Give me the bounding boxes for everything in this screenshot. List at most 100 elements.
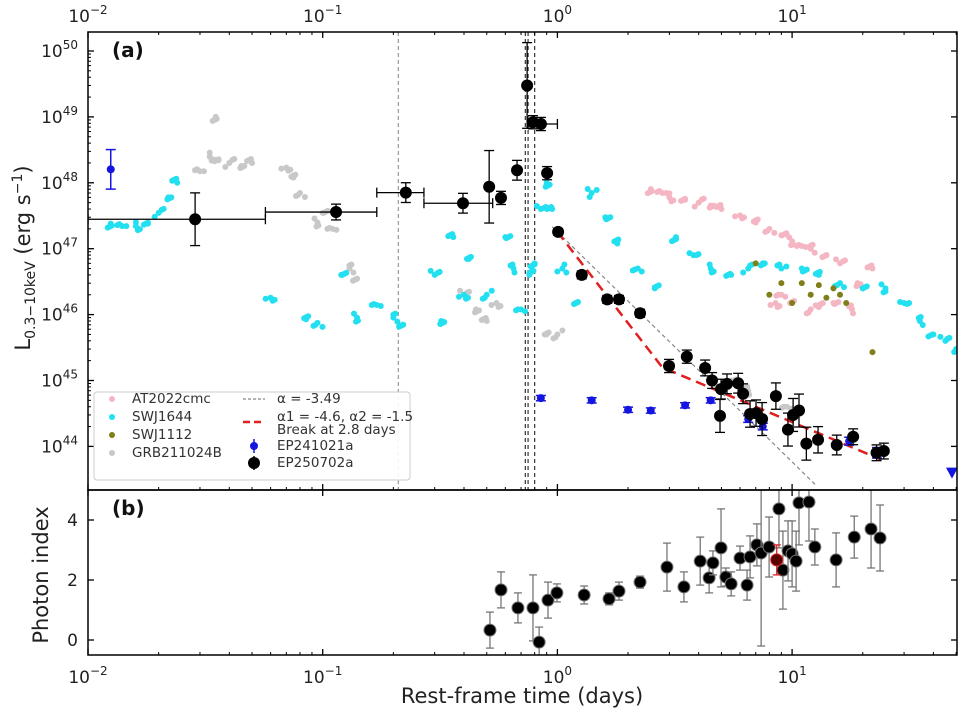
data-point <box>737 387 750 400</box>
y-tick-label: 4 <box>67 511 78 531</box>
y-tick-base: 10 <box>41 306 63 326</box>
data-point <box>292 171 299 178</box>
data-point <box>624 405 633 414</box>
data-point <box>483 180 496 193</box>
data-point <box>740 578 754 592</box>
data-point <box>771 229 778 236</box>
data-point <box>271 296 278 303</box>
data-point <box>586 194 593 201</box>
data-point <box>511 601 525 615</box>
data-point <box>574 298 581 305</box>
data-point <box>710 268 717 275</box>
data-point <box>695 251 702 258</box>
data-point <box>311 215 318 222</box>
data-point <box>783 263 790 270</box>
data-point <box>805 309 812 316</box>
data-point <box>706 556 720 570</box>
data-point <box>882 288 889 295</box>
data-point <box>847 530 861 544</box>
data-point <box>607 214 614 221</box>
data-point <box>494 583 508 597</box>
data-point <box>631 266 638 273</box>
y-tick-label: 2 <box>67 571 78 591</box>
upper-limit-triangle <box>945 467 957 479</box>
data-point <box>706 374 719 387</box>
data-point <box>546 181 553 188</box>
data-point <box>721 377 734 390</box>
y-tick-exp: 49 <box>63 104 78 118</box>
x-tick-label: 10−2 <box>68 664 107 688</box>
data-point <box>833 256 840 263</box>
data-point <box>315 222 322 229</box>
x-tick-label: 101 <box>777 3 806 27</box>
data-point <box>476 307 483 314</box>
data-point <box>545 329 552 336</box>
y-axis-label-luminosity: L0.3−10keV (erg s−1) <box>10 165 39 350</box>
y-tick-base: 10 <box>41 240 63 260</box>
data-point <box>173 175 180 182</box>
data-point <box>815 282 822 289</box>
data-point <box>670 197 677 204</box>
data-point <box>554 268 561 275</box>
data-point <box>467 253 474 260</box>
y-tick-label: 1047 <box>41 236 78 260</box>
data-point <box>633 575 647 589</box>
data-point <box>394 318 401 325</box>
panel-b-frame <box>87 489 958 656</box>
data-point <box>552 334 559 341</box>
data-point <box>767 301 774 308</box>
data-point <box>672 236 679 243</box>
data-point <box>906 299 913 306</box>
x-tick-exp: 1 <box>799 3 807 17</box>
data-point <box>781 423 794 436</box>
data-point <box>807 291 814 298</box>
series-photon-index <box>483 490 887 655</box>
x-tick-label: 101 <box>777 664 806 688</box>
legend-label-1: SWJ1644 <box>132 409 192 425</box>
data-point <box>776 302 783 309</box>
data-point <box>717 202 724 209</box>
data-point <box>823 252 830 259</box>
data-point <box>848 302 855 309</box>
data-point <box>937 333 944 340</box>
data-point <box>811 249 818 256</box>
data-point <box>301 194 308 201</box>
data-point <box>231 155 238 162</box>
data-point <box>324 207 331 214</box>
panel-label-a: (a) <box>112 38 144 62</box>
ylabel-unit-exp: −1 <box>10 174 26 195</box>
data-point <box>213 115 220 122</box>
x-tick-exp: 0 <box>564 664 572 678</box>
data-point <box>348 261 355 268</box>
y-tick-label: 1046 <box>41 302 78 326</box>
data-point <box>522 308 529 315</box>
data-point <box>526 601 540 615</box>
data-point <box>399 186 412 199</box>
data-point <box>850 310 857 317</box>
x-tick-base: 10 <box>543 668 565 688</box>
x-tick-base: 10 <box>68 7 90 27</box>
data-point <box>655 282 662 289</box>
data-point <box>770 553 784 567</box>
data-point <box>466 288 473 295</box>
panel-a-data <box>88 32 957 490</box>
legend-label-break: Break at 2.8 days <box>277 422 396 438</box>
data-point <box>761 260 768 267</box>
data-point <box>441 318 448 325</box>
data-point <box>200 168 207 175</box>
data-point <box>819 300 826 307</box>
data-point <box>812 433 825 446</box>
data-point <box>456 293 463 300</box>
data-point <box>714 409 727 422</box>
x-tick-base: 10 <box>303 668 325 688</box>
data-point <box>377 302 384 309</box>
data-point <box>795 241 802 248</box>
legend-box <box>93 391 411 481</box>
data-point <box>548 204 555 211</box>
data-point <box>706 261 713 268</box>
x-axis-label: Rest-frame time (days) <box>401 684 643 708</box>
data-point <box>756 413 769 426</box>
data-point <box>326 224 333 231</box>
data-point <box>449 231 456 238</box>
